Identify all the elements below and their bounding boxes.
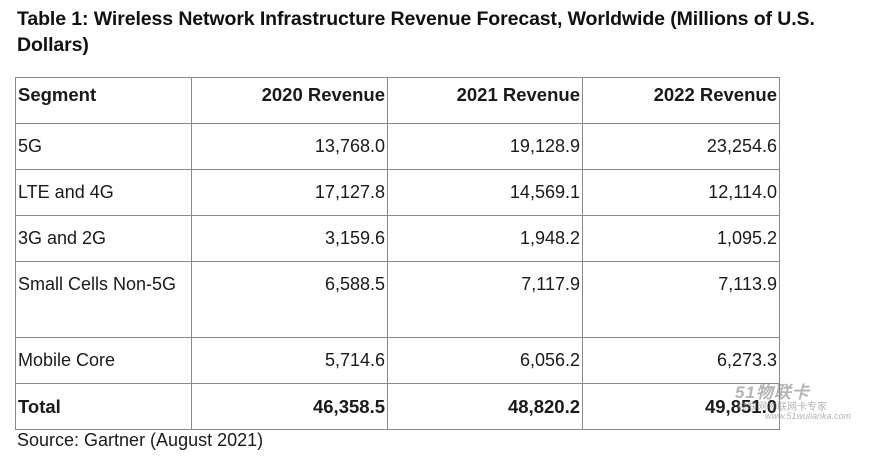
- revenue-2022-cell: 7,113.9: [582, 261, 780, 338]
- revenue-2021-cell: 1,948.2: [387, 215, 583, 262]
- total-2021-cell: 48,820.2: [387, 383, 583, 430]
- revenue-2020-cell: 3,159.6: [191, 215, 388, 262]
- table-row: Mobile Core 5,714.6 6,056.2 6,273.3: [15, 337, 780, 384]
- revenue-2020-cell: 13,768.0: [191, 123, 388, 170]
- header-segment: Segment: [15, 77, 192, 124]
- watermark-logo: 51物联卡: [735, 383, 810, 402]
- table-row: LTE and 4G 17,127.8 14,569.1 12,114.0: [15, 169, 780, 216]
- total-label: Total: [15, 383, 192, 430]
- segment-cell: LTE and 4G: [15, 169, 192, 216]
- revenue-2021-cell: 7,117.9: [387, 261, 583, 338]
- header-2021-revenue: 2021 Revenue: [387, 77, 583, 124]
- table-header-row: Segment 2020 Revenue 2021 Revenue 2022 R…: [15, 77, 780, 124]
- segment-cell: 5G: [15, 123, 192, 170]
- watermark-tagline: 物联网物联网卡专家: [737, 402, 827, 413]
- segment-cell: Small Cells Non-5G: [15, 261, 192, 338]
- watermark: 51物联卡 物联网物联网卡专家 www.51wulianka.com: [735, 378, 875, 428]
- source-note: Source: Gartner (August 2021): [17, 430, 264, 450]
- header-2020-revenue: 2020 Revenue: [191, 77, 388, 124]
- segment-cell: Mobile Core: [15, 337, 192, 384]
- revenue-2020-cell: 5,714.6: [191, 337, 388, 384]
- table-row: Small Cells Non-5G 6,588.5 7,117.9 7,113…: [15, 261, 780, 338]
- revenue-2022-cell: 1,095.2: [582, 215, 780, 262]
- revenue-table: Segment 2020 Revenue 2021 Revenue 2022 R…: [15, 77, 780, 430]
- revenue-2021-cell: 6,056.2: [387, 337, 583, 384]
- revenue-2022-cell: 23,254.6: [582, 123, 780, 170]
- revenue-2021-cell: 14,569.1: [387, 169, 583, 216]
- table-row: 5G 13,768.0 19,128.9 23,254.6: [15, 123, 780, 170]
- total-row: Total 46,358.5 48,820.2 49,851.0: [15, 383, 780, 430]
- total-2020-cell: 46,358.5: [191, 383, 388, 430]
- segment-cell: 3G and 2G: [15, 215, 192, 262]
- revenue-2022-cell: 6,273.3: [582, 337, 780, 384]
- revenue-2021-cell: 19,128.9: [387, 123, 583, 170]
- header-2022-revenue: 2022 Revenue: [582, 77, 780, 124]
- revenue-2022-cell: 12,114.0: [582, 169, 780, 216]
- watermark-url: www.51wulianka.com: [765, 411, 852, 421]
- table-title: Table 1: Wireless Network Infrastructure…: [17, 8, 815, 56]
- total-2022-cell: 49,851.0: [582, 383, 780, 430]
- table-row: 3G and 2G 3,159.6 1,948.2 1,095.2: [15, 215, 780, 262]
- revenue-2020-cell: 17,127.8: [191, 169, 388, 216]
- revenue-2020-cell: 6,588.5: [191, 261, 388, 338]
